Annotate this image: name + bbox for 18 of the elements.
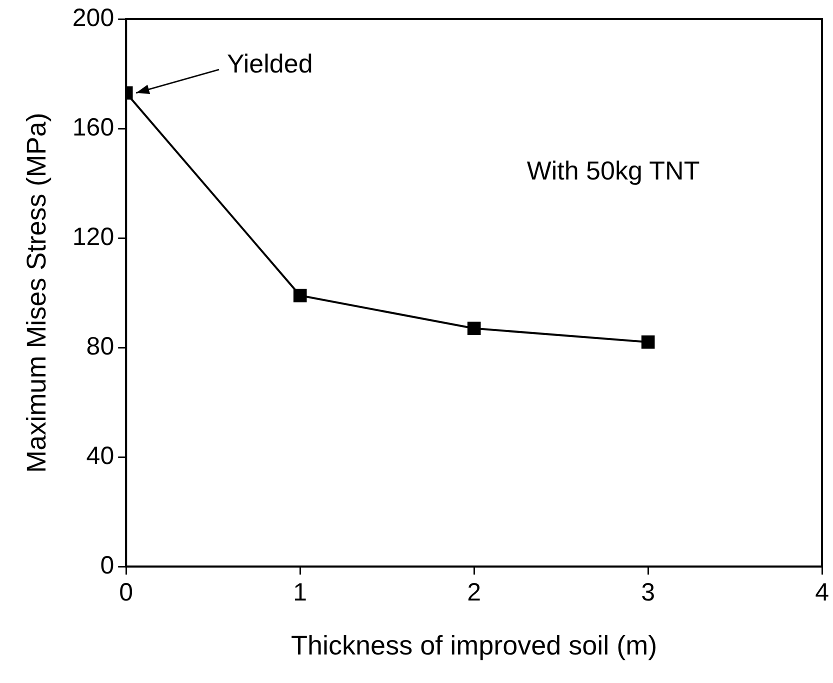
point — [641, 335, 655, 349]
y-tick-label: 160 — [72, 113, 114, 142]
x-tick-label: 1 — [293, 578, 308, 606]
x-tick-label: 0 — [119, 578, 134, 606]
y-axis-title: Maximum Mises Stress (MPa) — [22, 112, 52, 473]
x-tick-label: 2 — [467, 578, 482, 606]
x-tick-label: 4 — [815, 578, 830, 606]
y-tick-label: 120 — [72, 222, 114, 251]
y-tick-label: 40 — [86, 442, 114, 470]
annotation: With 50kg TNT — [526, 156, 700, 186]
x-tick-label: 3 — [641, 578, 656, 606]
y-tick-label: 80 — [86, 332, 114, 360]
point — [293, 288, 307, 302]
x-axis-title: Thickness of improved soil (m) — [291, 630, 658, 660]
y-tick-label: 0 — [100, 551, 114, 580]
y-tick-label: 200 — [72, 4, 114, 32]
point — [467, 322, 481, 336]
annotation: Yielded — [227, 48, 313, 79]
